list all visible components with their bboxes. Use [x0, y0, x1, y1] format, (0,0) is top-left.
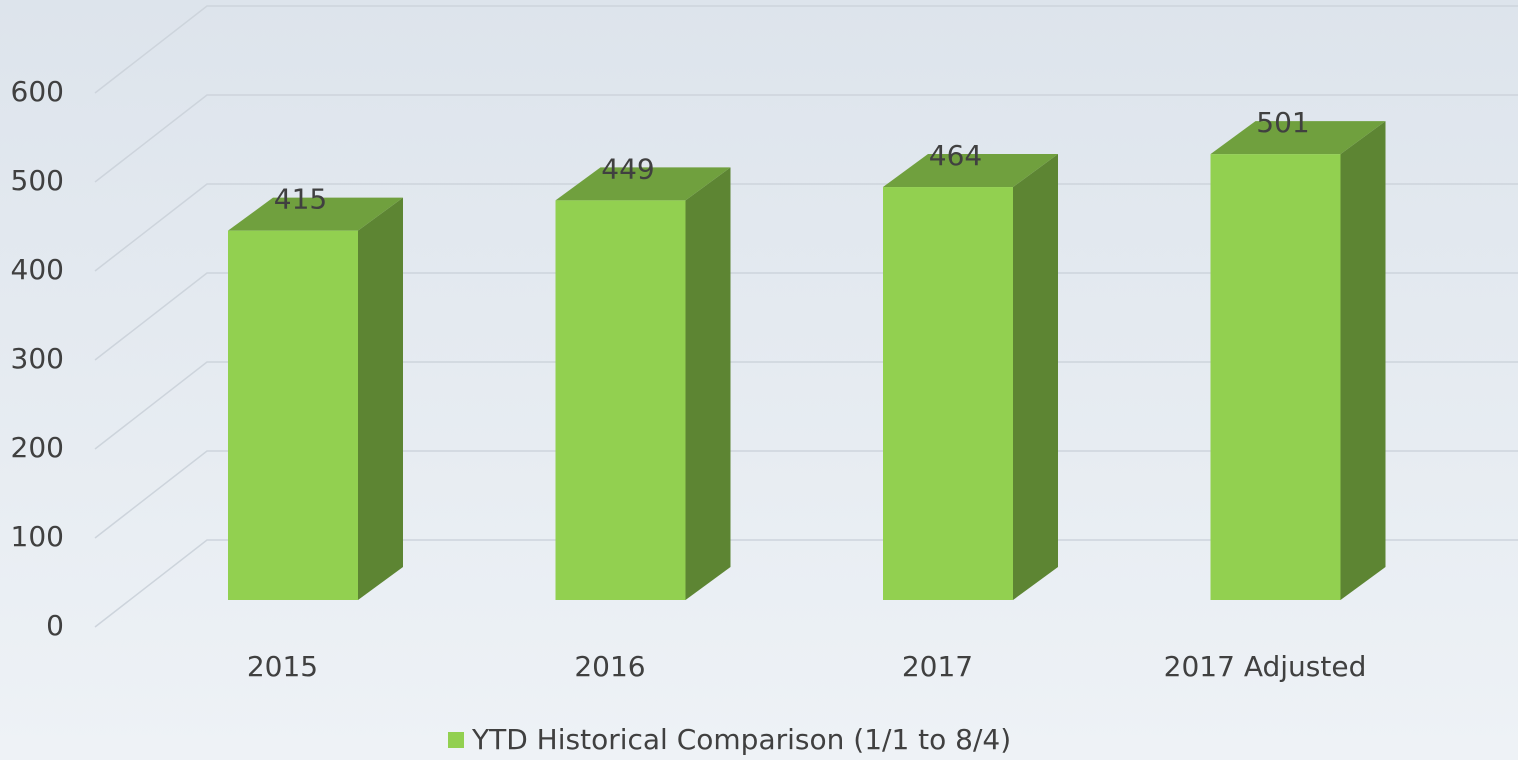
grid-line — [94, 450, 1518, 539]
bar — [1210, 154, 1341, 601]
y-tick-label: 300 — [11, 342, 64, 375]
value-label: 449 — [601, 152, 654, 185]
grid-line — [94, 94, 1518, 183]
bar — [883, 187, 1013, 601]
x-tick-label: 2017 Adjusted — [1164, 650, 1367, 683]
grid-line — [94, 183, 1518, 272]
grid-line — [94, 539, 1518, 628]
bar-top — [1210, 121, 1386, 155]
y-tick-label: 400 — [11, 253, 64, 286]
value-label: 501 — [1256, 106, 1309, 139]
bar-top — [883, 154, 1058, 188]
grid-line — [94, 361, 1518, 450]
bar-side — [685, 167, 731, 600]
y-tick-label: 200 — [11, 431, 64, 464]
bar-top — [228, 197, 403, 231]
x-tick-label: 2015 — [247, 650, 318, 683]
grid-line — [94, 272, 1518, 361]
bar-side — [1013, 154, 1058, 601]
y-tick-label: 600 — [11, 75, 64, 108]
bar-side — [358, 197, 403, 600]
bar-side — [1340, 121, 1386, 601]
bar — [228, 230, 358, 600]
legend-label: YTD Historical Comparison (1/1 to 8/4) — [471, 723, 1011, 756]
bar-top — [555, 167, 731, 201]
value-label: 464 — [929, 139, 982, 172]
x-tick-label: 2016 — [574, 650, 645, 683]
y-tick-label: 0 — [46, 609, 64, 642]
bar — [555, 200, 686, 600]
legend-swatch — [448, 732, 464, 748]
y-tick-label: 500 — [11, 164, 64, 197]
grid-line — [94, 5, 1518, 94]
value-label: 415 — [274, 183, 327, 216]
y-tick-label: 100 — [11, 520, 64, 553]
x-tick-label: 2017 — [902, 650, 973, 683]
